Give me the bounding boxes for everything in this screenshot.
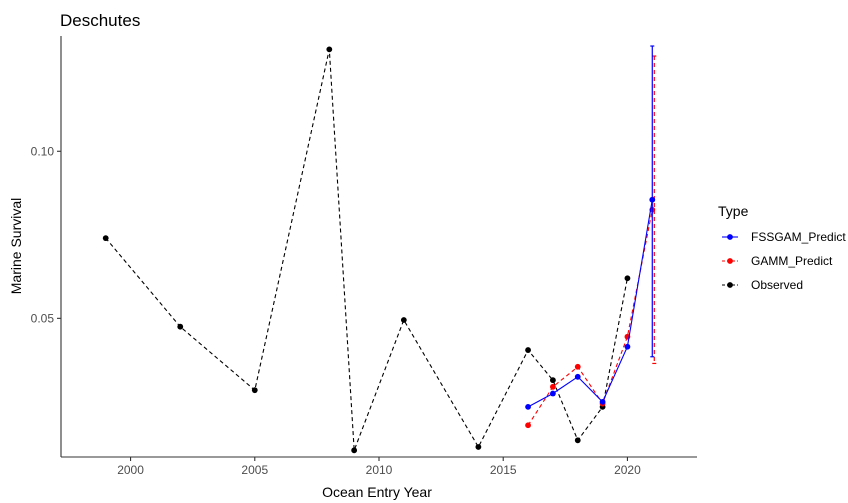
data-point-observed: [251, 387, 258, 394]
data-point-gamm-predict: [574, 363, 581, 370]
x-tick-label: 2000: [117, 463, 144, 477]
legend-label-gamm-predict: GAMM_Predict: [751, 254, 833, 268]
y-tick-label: 0.05: [31, 311, 55, 325]
y-tick-label: 0.10: [31, 144, 55, 158]
data-point-fssgam-predict: [599, 398, 606, 405]
data-point-fssgam-predict: [525, 403, 531, 410]
legend-key-point: [727, 234, 733, 240]
y-axis-title: Marine Survival: [8, 198, 24, 294]
series-line-observed: [105, 49, 628, 451]
data-point-gamm-predict: [550, 383, 556, 390]
data-point-observed: [550, 377, 556, 384]
legend-key-point: [727, 258, 733, 264]
legend-item-fssgam-predict: FSSGAM_Predict: [722, 230, 846, 244]
data-point-observed: [525, 347, 531, 353]
data-point-fssgam-predict: [624, 343, 631, 350]
legend-label-fssgam-predict: FSSGAM_Predict: [751, 230, 846, 244]
legend-title: Type: [718, 203, 749, 219]
x-tick-label: 2005: [241, 463, 268, 477]
legend: Type FSSGAM_Predict GAMM_Predict Observed: [718, 203, 846, 292]
x-tick-label: 2010: [366, 463, 393, 477]
data-point-observed: [177, 323, 184, 330]
legend-items: FSSGAM_Predict GAMM_Predict Observed: [722, 230, 846, 292]
data-point-observed: [574, 437, 581, 444]
data-point-observed: [102, 235, 109, 242]
data-point-observed: [351, 447, 358, 454]
x-ticks: 2000 2005 2010 2015 2020: [117, 457, 641, 477]
x-tick-label: 2015: [490, 463, 517, 477]
data-point-fssgam-predict: [649, 196, 656, 203]
data-point-fssgam-predict: [550, 390, 556, 397]
x-axis-title: Ocean Entry Year: [322, 484, 432, 500]
series-line-gamm-predict: [527, 209, 653, 426]
y-ticks: 0.05 0.10: [31, 144, 61, 325]
legend-label-observed: Observed: [751, 278, 803, 292]
legend-key-point: [727, 282, 733, 288]
data-point-observed: [326, 46, 333, 53]
data-point-observed: [475, 444, 482, 450]
chart-title: Deschutes: [60, 11, 140, 30]
legend-item-observed: Observed: [722, 278, 803, 292]
series-gamm-predict: [525, 55, 657, 429]
plot-area: 2000 2005 2010 2015 2020 0.05 0.10: [31, 36, 697, 477]
data-point-fssgam-predict: [574, 373, 581, 380]
series-layer: [102, 45, 657, 454]
x-tick-label: 2020: [614, 463, 641, 477]
data-point-observed: [400, 317, 407, 323]
series-line-fssgam-predict: [527, 199, 653, 408]
data-point-gamm-predict: [525, 422, 531, 429]
series-fssgam-predict: [525, 45, 656, 410]
legend-item-gamm-predict: GAMM_Predict: [722, 254, 833, 268]
data-point-observed: [624, 275, 631, 282]
series-observed: [102, 46, 631, 454]
